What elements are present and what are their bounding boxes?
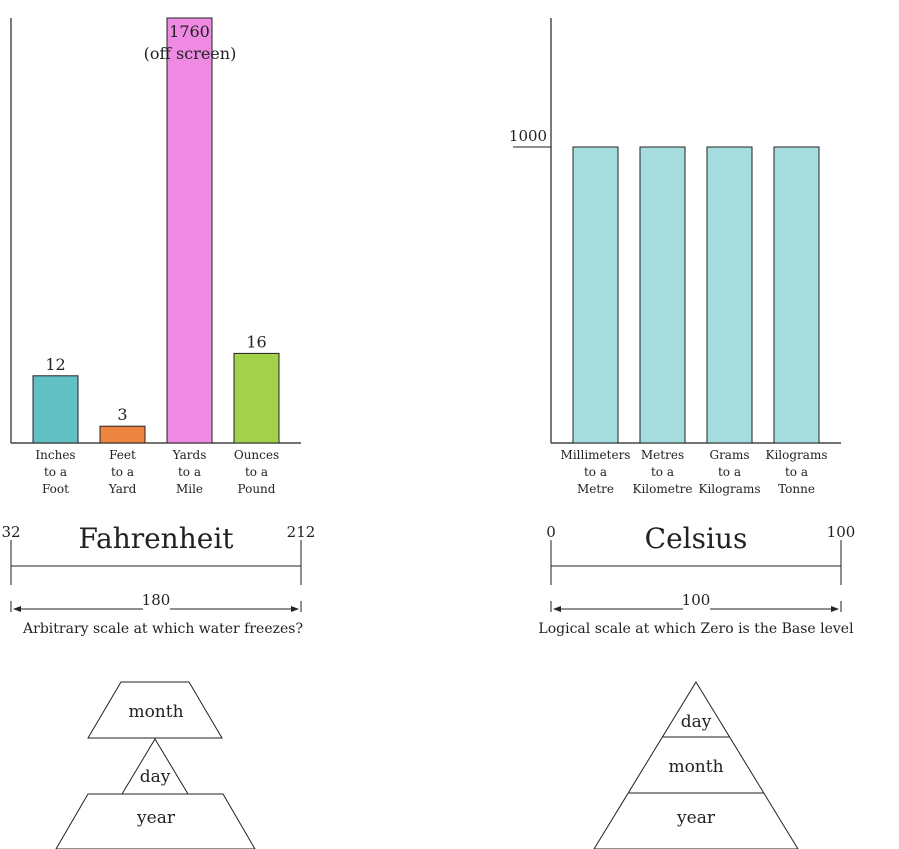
fahrenheit-right-value: 212 [287,523,316,541]
us-date-order-diagram: month day year [55,681,256,849]
fahrenheit-span-value: 180 [142,591,171,609]
bar-metres-to-a-kilometre [639,146,686,444]
month-trapezoid [87,681,223,739]
category-label-ounces-to-a-pound: Ounces to a Pound [234,448,279,496]
category-label-millimeters-to-a-metre: Millimeters to a Metre [561,448,631,496]
celsius-arrowhead-left [553,606,561,612]
celsius-right-value: 100 [827,523,856,541]
celsius-scale: Celsius 0 100 100 Logical scale at which… [538,522,855,637]
category-label-inches-to-a-foot: Inches to a Foot [35,448,75,496]
celsius-left-value: 0 [546,523,556,541]
iso-date-order-diagram: day month year [593,681,799,849]
iso-date-bottom-label: year [676,808,716,828]
bar-inches-to-a-foot [32,375,79,444]
bar-yards-to-a-mile [166,17,213,444]
iso-date-top-label: day [681,712,712,732]
fahrenheit-scale: Fahrenheit 32 212 180 Arbitrary scale at… [1,522,315,637]
category-label-kilograms-to-a-tonne: Kilograms to a Tonne [766,448,828,496]
bar-millimeters-to-a-metre [572,146,619,444]
fahrenheit-caption: Arbitrary scale at which water freezes? [22,621,303,637]
day-triangle [121,738,189,795]
bar-feet-to-a-yard [99,425,146,444]
us-date-middle-label: day [140,767,171,787]
fahrenheit-title: Fahrenheit [78,522,234,555]
value-label-ounces-to-a-pound: 16 [246,332,266,351]
category-label-grams-to-a-kilograms: Grams to a Kilograms [699,448,761,496]
imperial-bar-chart: 12 Inches to a Foot 3 Feet to a Yard 1760 Yards to… [10,17,301,496]
bar-grams-to-a-kilograms [706,146,753,444]
us-date-top-label: month [128,702,183,722]
celsius-title: Celsius [645,522,748,555]
value-label-yards-to-a-mile: 1760 [169,22,210,41]
value-label-feet-to-a-yard: 3 [117,405,127,424]
bar-kilograms-to-a-tonne [773,146,820,444]
metric-ytick-label: 1000 [509,127,547,145]
off-screen-annotation: (off screen) [144,44,237,63]
category-label-feet-to-a-yard: Feet to a Yard [108,448,137,496]
us-date-bottom-label: year [136,808,176,828]
category-label-metres-to-a-kilometre: Metres to a Kilometre [632,448,692,496]
date-pyramid-outline [593,681,799,849]
fahrenheit-left-value: 32 [1,523,20,541]
celsius-span-value: 100 [682,591,711,609]
value-label-inches-to-a-foot: 12 [45,355,65,374]
fahrenheit-arrowhead-left [13,606,21,612]
category-label-yards-to-a-mile: Yards to a Mile [172,448,207,496]
fahrenheit-arrowhead-right [291,606,299,612]
celsius-caption: Logical scale at which Zero is the Base … [538,621,854,637]
celsius-arrowhead-right [831,606,839,612]
bar-ounces-to-a-pound [233,352,280,444]
iso-date-middle-label: month [668,757,723,777]
